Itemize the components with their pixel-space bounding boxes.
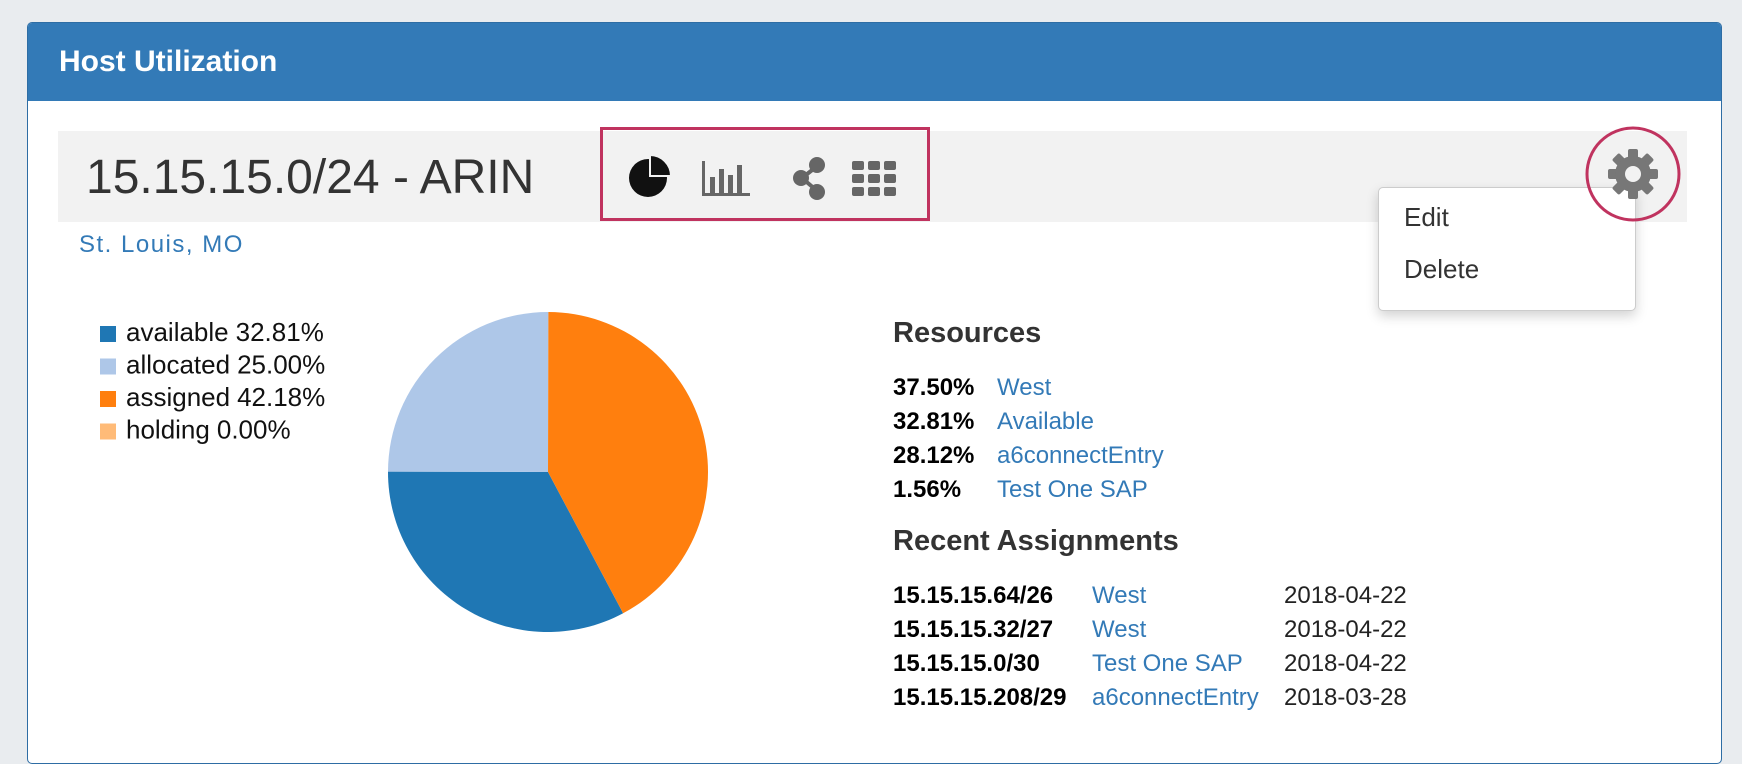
legend-name: available	[126, 317, 229, 347]
legend-label: available 32.81%	[126, 317, 324, 347]
pie-view-icon[interactable]	[629, 153, 673, 197]
settings[interactable]	[1580, 121, 1686, 227]
resource-percent: 37.50%	[893, 374, 975, 401]
panel-header: Host Utilization	[28, 23, 1721, 101]
legend-value: 32.81%	[236, 317, 324, 347]
assignment-date: 2018-03-28	[1284, 684, 1407, 711]
block-title: 15.15.15.0/24 - ARIN	[86, 151, 535, 204]
assignment-block: 15.15.15.32/27	[893, 616, 1054, 643]
pie-chart: available 32.81%allocated 25.00%assigned 42…	[100, 312, 708, 632]
resource-link[interactable]: Available	[997, 408, 1094, 435]
location-link[interactable]: St. Louis, MO	[79, 231, 244, 258]
pie-slice	[548, 312, 708, 614]
legend-value: 0.00%	[217, 414, 291, 444]
menu-item[interactable]: Delete	[1404, 254, 1480, 284]
view-icons	[629, 153, 896, 200]
grid-view-icon[interactable]	[852, 161, 896, 196]
legend-name: holding	[126, 414, 210, 444]
legend-swatch	[100, 326, 116, 342]
assignment-resource[interactable]: a6connectEntry	[1092, 684, 1259, 711]
legend-name: assigned	[126, 382, 230, 412]
assignment-date: 2018-04-22	[1284, 582, 1407, 609]
legend-value: 42.18%	[237, 382, 325, 412]
legend-name: allocated	[126, 349, 230, 379]
assignment-date: 2018-04-22	[1284, 650, 1407, 677]
pie-slice	[388, 471, 624, 632]
section-title: Resources	[893, 317, 1042, 349]
resource-percent: 28.12%	[893, 442, 975, 469]
resource-link[interactable]: Test One SAP	[997, 476, 1148, 503]
assignment-resource[interactable]: Test One SAP	[1092, 650, 1243, 677]
legend-value: 25.00%	[237, 349, 325, 379]
share-view-icon[interactable]	[793, 157, 825, 200]
view-toggle-highlight	[600, 127, 930, 221]
resource-link[interactable]: West	[997, 374, 1052, 401]
page: Host Utilization 15.15.15.0/24 - ARIN St…	[27, 22, 1722, 764]
assignment-date: 2018-04-22	[1284, 616, 1407, 643]
dropdown-menu: Edit Delete	[1378, 187, 1636, 311]
menu-item[interactable]: Edit	[1404, 202, 1449, 232]
resource-link[interactable]: a6connectEntry	[997, 442, 1164, 469]
assignment-resource[interactable]: West	[1092, 616, 1147, 643]
legend-swatch	[100, 423, 116, 440]
legend-label: allocated 25.00%	[126, 349, 325, 379]
assignment-resource[interactable]: West	[1092, 582, 1147, 609]
panel-title: Host Utilization	[59, 45, 278, 78]
assignment-block: 15.15.15.208/29	[893, 684, 1067, 711]
legend-label: assigned 42.18%	[126, 382, 325, 412]
legend-swatch	[100, 358, 116, 375]
section-title: Recent Assignments	[893, 525, 1179, 557]
bar-view-icon[interactable]	[702, 161, 750, 196]
assignment-block: 15.15.15.64/26	[893, 582, 1054, 609]
resource-percent: 32.81%	[893, 408, 975, 435]
resource-percent: 1.56%	[893, 476, 962, 503]
pie-slice	[388, 312, 549, 472]
assignment-block: 15.15.15.0/30	[893, 650, 1040, 677]
legend-swatch	[100, 391, 116, 407]
legend-label: holding 0.00%	[126, 414, 291, 444]
